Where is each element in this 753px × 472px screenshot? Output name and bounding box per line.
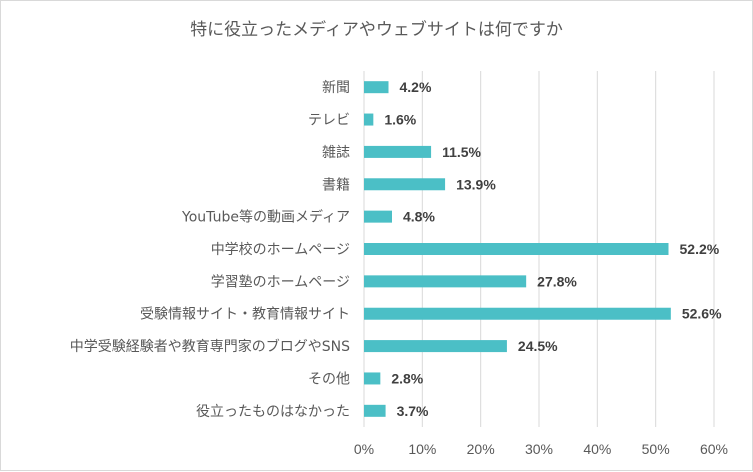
bar: [364, 210, 392, 223]
x-tick-label: 40%: [583, 441, 611, 457]
x-tick-label: 50%: [642, 441, 670, 457]
category-label: 役立ったものはなかった: [196, 404, 350, 420]
data-label: 27.8%: [537, 273, 577, 289]
bar: [364, 178, 446, 191]
data-label: 4.2%: [400, 79, 432, 95]
category-label: 書籍: [322, 176, 350, 193]
data-label: 1.6%: [384, 112, 416, 128]
data-label: 11.5%: [442, 144, 481, 160]
data-label: 13.9%: [456, 176, 496, 192]
bar: [364, 404, 386, 417]
data-label: 3.7%: [397, 403, 429, 419]
bar: [364, 275, 527, 288]
category-label: 新聞: [322, 80, 350, 96]
data-label: 24.5%: [518, 338, 558, 354]
data-label: 52.2%: [680, 241, 720, 257]
category-label: テレビ: [308, 113, 350, 129]
bar: [364, 145, 432, 158]
chart-title: 特に役立ったメディアやウェブサイトは何ですか: [190, 20, 563, 40]
category-label: 中学受験経験者や教育専門家のブログやSNS: [70, 338, 350, 355]
bar: [364, 113, 374, 126]
bar: [364, 340, 507, 353]
category-label: 受験情報サイト・教育情報サイト: [140, 307, 350, 323]
data-label: 52.6%: [682, 306, 722, 322]
x-tick-label: 30%: [525, 441, 553, 457]
x-tick-label: 0%: [354, 441, 374, 457]
bar: [364, 372, 381, 385]
data-label: 4.8%: [403, 209, 435, 225]
category-label: YouTube等の動画メディア: [181, 209, 350, 226]
x-tick-label: 20%: [467, 441, 495, 457]
bar: [364, 307, 671, 320]
data-label: 2.8%: [391, 370, 423, 386]
x-tick-label: 10%: [408, 441, 436, 457]
bar: [364, 243, 669, 255]
category-label: 中学校のホームページ: [211, 241, 350, 258]
x-tick-label: 60%: [700, 441, 728, 457]
bar: [364, 81, 389, 94]
category-label: その他: [308, 371, 350, 387]
category-label: 学習塾のホームページ: [211, 274, 350, 290]
category-label: 雑誌: [322, 145, 350, 161]
